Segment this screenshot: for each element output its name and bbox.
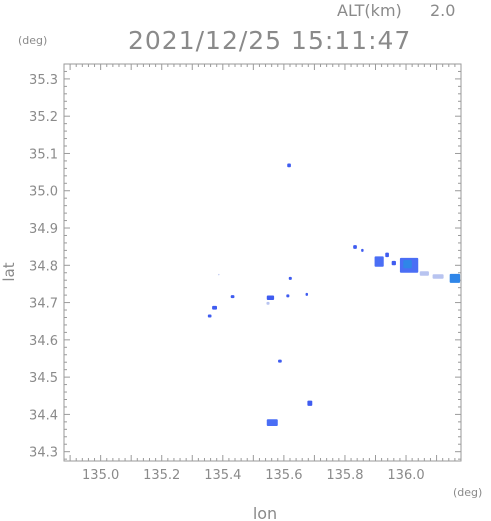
echo-point	[266, 295, 275, 300]
y-tick-label: 34.6	[29, 334, 58, 349]
echo-point	[403, 260, 412, 269]
y-tick-label: 34.4	[29, 408, 58, 423]
altitude-value: 2.0	[430, 1, 455, 20]
y-tick-label: 34.3	[29, 446, 58, 461]
echo-point	[230, 295, 235, 299]
echo-point	[266, 419, 278, 426]
echo-point	[432, 274, 444, 279]
echo-point	[385, 252, 389, 258]
y-tick-label: 35.0	[29, 185, 58, 200]
x-tick-label: 135.0	[82, 468, 119, 483]
echo-point	[307, 400, 313, 406]
echo-point	[287, 163, 291, 168]
echo-point	[288, 276, 292, 280]
y-tick-label: 35.2	[29, 110, 58, 125]
echo-point	[218, 273, 220, 276]
echo-point	[266, 301, 270, 305]
x-axis-label: lon	[253, 504, 277, 521]
echo-point	[353, 245, 357, 249]
timestamp-title: 2021/12/25 15:11:47	[128, 26, 411, 55]
plot-frame	[63, 63, 462, 462]
axis-ticks: 34.3 34.4 34.5 34.6 34.7 34.8 34.9 35.0 35.1 35.2…	[29, 63, 462, 483]
y-tick-label: 34.9	[29, 222, 58, 237]
echo-point	[391, 260, 396, 266]
x-tick-label: 135.8	[326, 468, 363, 483]
x-tick-label: 135.4	[204, 468, 241, 483]
echo-point	[449, 273, 461, 283]
x-axis-unit: (deg)	[453, 486, 482, 499]
echo-point	[374, 256, 384, 267]
y-tick-label: 35.3	[29, 73, 58, 88]
echo-point	[212, 305, 217, 310]
echo-point	[286, 294, 290, 298]
altitude-label: ALT(km)	[337, 1, 402, 20]
echo-point	[278, 359, 282, 363]
echo-layer	[207, 163, 461, 426]
y-axis-label: lat	[0, 262, 18, 281]
x-tick-label: 135.6	[265, 468, 302, 483]
echo-point	[207, 314, 212, 318]
y-tick-label: 34.7	[29, 297, 58, 312]
y-tick-label: 34.8	[29, 259, 58, 274]
x-tick-label: 136.0	[387, 468, 424, 483]
echo-point	[305, 292, 309, 296]
y-tick-label: 34.5	[29, 371, 58, 386]
echo-point	[361, 248, 364, 252]
echo-point	[419, 271, 429, 276]
y-tick-label: 35.1	[29, 147, 58, 162]
x-tick-label: 135.2	[143, 468, 180, 483]
y-axis-unit: (deg)	[18, 34, 47, 47]
